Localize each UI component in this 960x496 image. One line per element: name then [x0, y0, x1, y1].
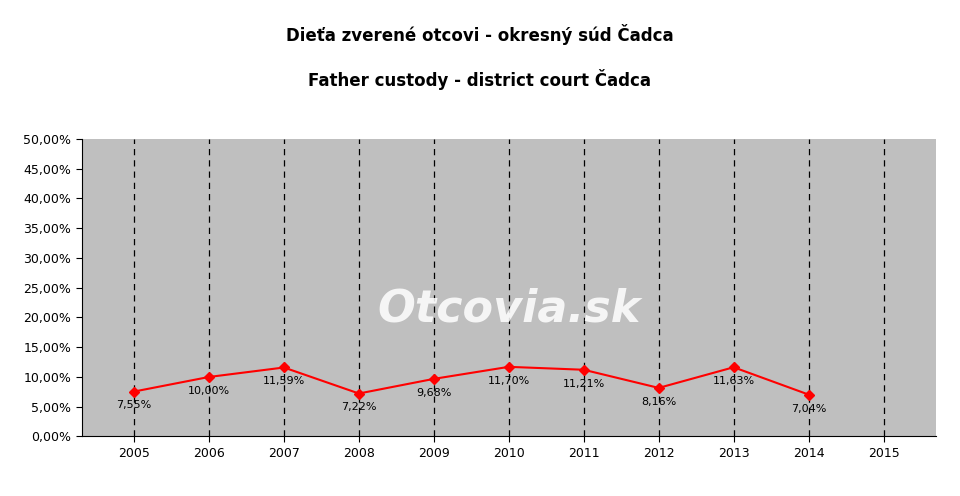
Text: Father custody - district court Čadca: Father custody - district court Čadca — [308, 69, 652, 90]
Text: 11,21%: 11,21% — [563, 378, 605, 389]
Text: 11,63%: 11,63% — [712, 376, 755, 386]
Text: 8,16%: 8,16% — [641, 397, 676, 407]
Text: 7,22%: 7,22% — [341, 402, 376, 413]
Text: 11,59%: 11,59% — [263, 376, 305, 386]
Text: 10,00%: 10,00% — [188, 386, 230, 396]
Text: 7,55%: 7,55% — [116, 400, 152, 411]
Text: 9,68%: 9,68% — [417, 388, 451, 398]
Text: 7,04%: 7,04% — [791, 404, 827, 414]
Text: Otcovia.sk: Otcovia.sk — [377, 287, 640, 330]
Text: Dieťa zverené otcovi - okresný súd Čadca: Dieťa zverené otcovi - okresný súd Čadca — [286, 24, 674, 45]
Text: 11,70%: 11,70% — [488, 376, 530, 386]
